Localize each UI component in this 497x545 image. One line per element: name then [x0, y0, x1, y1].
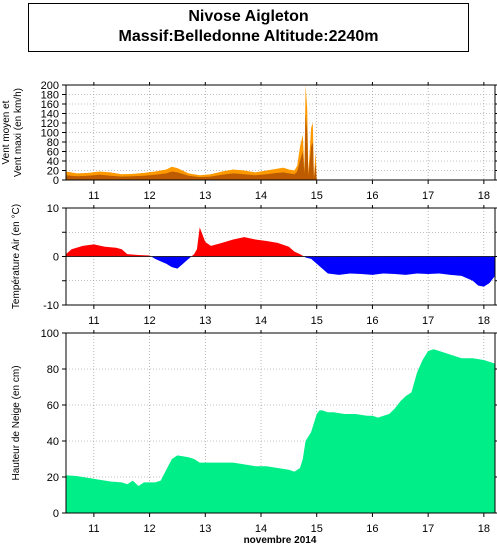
x-tick-label: 16 [366, 315, 378, 327]
x-tick-label: 13 [199, 523, 211, 535]
station-title: Nivose Aigleton [188, 8, 309, 25]
x-tick-label: 16 [366, 190, 378, 202]
y-tick-label: 40 [47, 436, 59, 448]
x-tick-label: 12 [143, 315, 155, 327]
x-tick-label: 12 [143, 523, 155, 535]
x-tick-label: 18 [478, 315, 490, 327]
x-tick-label: 15 [311, 190, 323, 202]
x-tick-label: 12 [143, 190, 155, 202]
y-tick-label: -10 [43, 300, 59, 312]
y-tick-label: 100 [41, 328, 59, 340]
y-tick-label: 10 [47, 203, 59, 215]
y-tick-label: 140 [41, 109, 59, 121]
x-tick-label: 17 [422, 190, 434, 202]
y-tick-label: 120 [41, 118, 59, 130]
wind-max-area [66, 85, 323, 180]
title-box: Nivose Aigleton Massif:Belledonne Altitu… [28, 3, 469, 52]
y-tick-label: 80 [47, 364, 59, 376]
y-axis-label-line2: Vent maxi (en km/h) [13, 88, 24, 177]
x-tick-label: 11 [88, 190, 99, 202]
x-tick-label: 17 [422, 523, 434, 535]
x-tick-label: 14 [255, 190, 267, 202]
y-tick-label: 160 [41, 99, 59, 111]
temperature-positive-area [66, 227, 495, 257]
y-tick-label: 20 [47, 472, 59, 484]
x-tick-label: 11 [88, 315, 99, 327]
temperature-negative-area [66, 256, 495, 287]
snow-depth-area [66, 349, 495, 513]
plot-frame [65, 84, 496, 181]
plot-frame [65, 332, 496, 514]
x-tick-label: 15 [311, 523, 323, 535]
y-tick-label: 80 [47, 137, 59, 149]
y-tick-label: 60 [47, 400, 59, 412]
wind-mean-area [66, 113, 323, 180]
x-tick-label: 13 [199, 190, 211, 202]
y-tick-label: 100 [41, 128, 59, 140]
y-tick-label: 60 [47, 147, 59, 159]
x-tick-label: 18 [478, 523, 490, 535]
x-tick-label: 13 [199, 315, 211, 327]
x-tick-label: 17 [422, 315, 434, 327]
y-axis-label: Hauteur de Neige (en cm) [11, 365, 22, 480]
x-tick-label: 16 [366, 523, 378, 535]
x-axis-label: novembre 2014 [244, 535, 317, 545]
x-tick-label: 14 [255, 523, 267, 535]
x-tick-label: 14 [255, 315, 267, 327]
y-tick-label: 0 [53, 508, 59, 520]
x-tick-label: 18 [478, 190, 490, 202]
y-tick-label: 0 [53, 252, 59, 264]
x-tick-label: 15 [311, 315, 323, 327]
y-tick-label: 200 [41, 80, 59, 92]
y-tick-label: 180 [41, 90, 59, 102]
y-tick-label: 0 [53, 175, 59, 187]
y-tick-label: 40 [47, 156, 59, 168]
y-axis-label: Température Air (en °C) [11, 204, 22, 309]
y-axis-label-line1: Vent moyen et [1, 100, 12, 164]
y-tick-label: 20 [47, 166, 59, 178]
x-tick-label: 11 [88, 523, 99, 535]
station-subtitle: Massif:Belledonne Altitude:2240m [118, 28, 379, 45]
